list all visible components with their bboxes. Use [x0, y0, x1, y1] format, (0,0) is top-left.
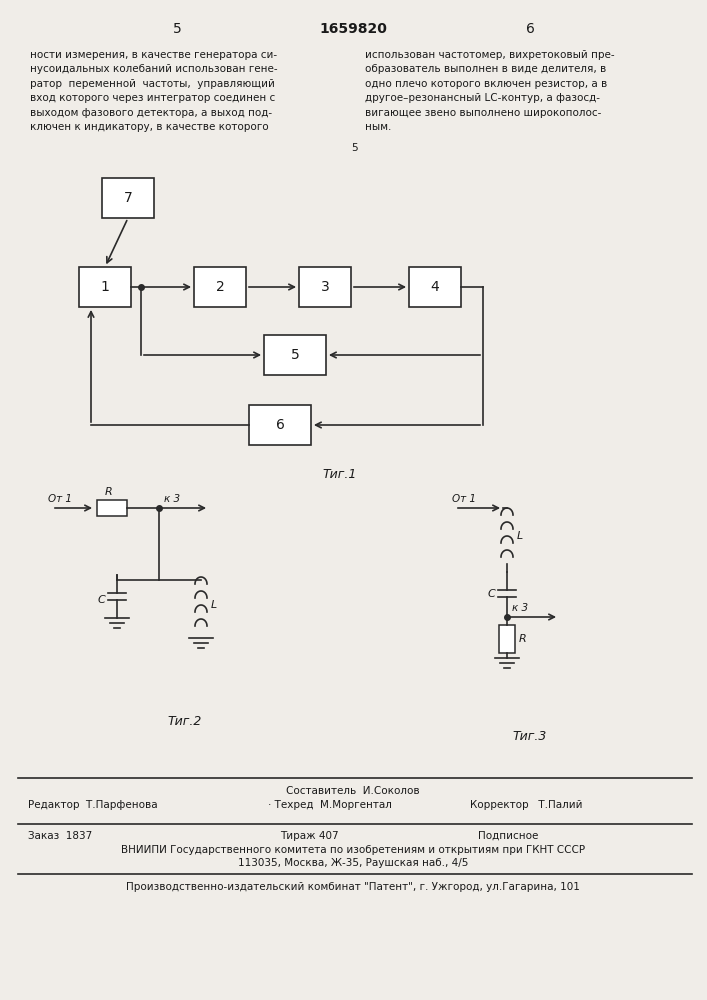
Text: Тираж 407: Тираж 407	[280, 831, 339, 841]
Bar	[499, 625, 515, 653]
Text: 7: 7	[124, 191, 132, 205]
Bar	[264, 335, 326, 375]
Bar	[194, 267, 246, 307]
Text: 2: 2	[216, 280, 224, 294]
Text: Τиг.2: Τиг.2	[168, 715, 202, 728]
Text: От 1: От 1	[48, 494, 72, 504]
Text: 3: 3	[321, 280, 329, 294]
Bar	[249, 405, 311, 445]
Text: Τиг.3: Τиг.3	[513, 730, 547, 743]
Text: к 3: к 3	[164, 494, 180, 504]
Bar	[409, 267, 461, 307]
Text: L: L	[211, 600, 217, 610]
Text: к 3: к 3	[512, 603, 528, 613]
Bar	[299, 267, 351, 307]
Text: 5: 5	[173, 22, 182, 36]
Text: 5: 5	[351, 143, 358, 153]
Text: Редактор  Т.Парфенова: Редактор Т.Парфенова	[28, 800, 158, 810]
Text: 6: 6	[276, 418, 284, 432]
Text: 113035, Москва, Ж-35, Раушская наб., 4/5: 113035, Москва, Ж-35, Раушская наб., 4/5	[238, 858, 468, 868]
Bar	[97, 500, 127, 516]
Text: C: C	[487, 589, 495, 599]
Text: 1659820: 1659820	[319, 22, 387, 36]
Text: От 1: От 1	[452, 494, 476, 504]
Text: R: R	[105, 487, 112, 497]
Text: C: C	[98, 595, 105, 605]
Bar	[79, 267, 131, 307]
Text: Производственно-издательский комбинат "Патент", г. Ужгород, ул.Гагарина, 101: Производственно-издательский комбинат "П…	[126, 882, 580, 892]
Text: 6: 6	[525, 22, 534, 36]
Text: использован частотомер, вихретоковый пре-
образователь выполнен в виде делителя,: использован частотомер, вихретоковый пре…	[365, 50, 614, 132]
Bar	[102, 178, 154, 218]
Text: 5: 5	[291, 348, 299, 362]
Text: L: L	[517, 531, 523, 541]
Text: R: R	[519, 634, 527, 644]
Text: ВНИИПИ Государственного комитета по изобретениям и открытиям при ГКНТ СССР: ВНИИПИ Государственного комитета по изоб…	[121, 845, 585, 855]
Text: Составитель  И.Соколов: Составитель И.Соколов	[286, 786, 420, 796]
Text: Подписное: Подписное	[478, 831, 538, 841]
Text: · Техред  М.Моргентал: · Техред М.Моргентал	[268, 800, 392, 810]
Text: Заказ  1837: Заказ 1837	[28, 831, 92, 841]
Text: Τиг.1: Τиг.1	[323, 468, 357, 481]
Text: ности измерения, в качестве генератора си-
нусоидальных колебаний использован ге: ности измерения, в качестве генератора с…	[30, 50, 278, 132]
Text: 4: 4	[431, 280, 439, 294]
Text: Корректор   Т.Палий: Корректор Т.Палий	[470, 800, 583, 810]
Text: 1: 1	[100, 280, 110, 294]
